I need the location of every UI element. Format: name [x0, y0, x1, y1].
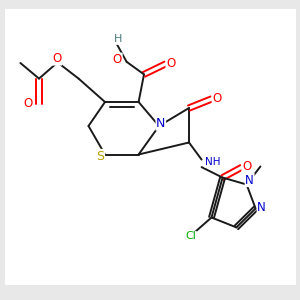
- Text: N: N: [156, 117, 166, 130]
- Text: O: O: [166, 57, 175, 70]
- Text: N: N: [257, 201, 266, 214]
- Text: S: S: [97, 149, 104, 163]
- Text: N: N: [245, 173, 254, 187]
- Text: O: O: [24, 97, 33, 110]
- Text: H: H: [113, 34, 122, 44]
- Text: NH: NH: [205, 157, 220, 167]
- Text: O: O: [52, 52, 62, 65]
- FancyBboxPatch shape: [4, 9, 296, 285]
- Text: Cl: Cl: [185, 231, 196, 242]
- Text: O: O: [242, 160, 251, 173]
- Text: O: O: [113, 53, 122, 66]
- Text: O: O: [212, 92, 221, 105]
